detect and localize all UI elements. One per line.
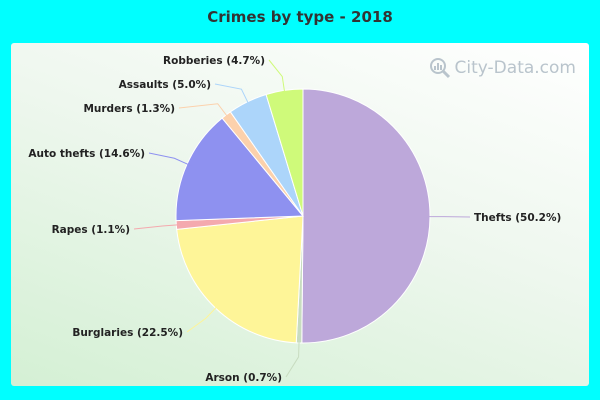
leader-line-6 (214, 83, 251, 108)
slice-label-2: Burglaries (22.5%) (72, 327, 183, 339)
leader-line-7 (268, 59, 286, 97)
pie-slice-2 (176, 215, 304, 344)
leader-line-1 (285, 336, 300, 378)
leader-line-4 (148, 152, 193, 167)
magnifier-chart-icon (429, 58, 450, 79)
leader-line-3 (133, 224, 183, 230)
leader-line-5 (178, 103, 231, 120)
slice-label-0: Thefts (50.2%) (474, 212, 561, 224)
slice-label-6: Assaults (5.0%) (119, 79, 211, 91)
watermark-text: City-Data.com (454, 58, 576, 78)
pie-slice-0 (301, 88, 431, 344)
chart-title: Crimes by type - 2018 (207, 8, 393, 26)
watermark: City-Data.com (429, 57, 576, 79)
slice-label-3: Rapes (1.1%) (52, 224, 130, 236)
slice-label-7: Robberies (4.7%) (163, 55, 265, 67)
slice-label-1: Arson (0.7%) (205, 372, 282, 384)
slice-label-4: Auto thefts (14.6%) (28, 148, 145, 160)
leader-line-2 (186, 303, 221, 333)
slice-label-5: Murders (1.3%) (83, 103, 175, 115)
